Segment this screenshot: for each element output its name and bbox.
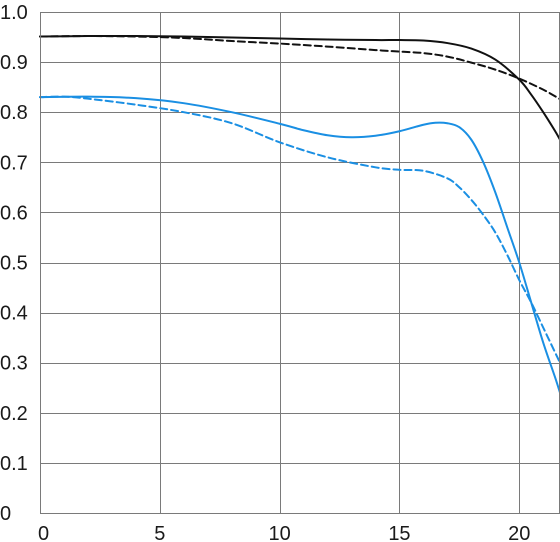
x-tick-label: 5 [154, 523, 165, 542]
y-axis-tick-labels: 0 0.1 0.2 0.3 0.4 0.5 0.6 0.7 0.8 0.9 1.0 [0, 2, 28, 525]
series-layer [39, 34, 560, 394]
y-tick-label: 0.1 [0, 453, 28, 475]
x-axis-tick-labels: 0 5 10 15 20 [38, 523, 530, 542]
y-tick-label: 0.2 [0, 403, 28, 425]
y-tick-label: 0.8 [0, 102, 28, 124]
black-dashed-series-line [39, 35, 560, 101]
y-tick-label: 1.0 [0, 2, 28, 24]
y-tick-label: 0.6 [0, 202, 28, 224]
y-tick-label: 0.3 [0, 353, 28, 375]
x-tick-label: 10 [269, 523, 291, 542]
y-tick-label: 0 [0, 503, 11, 525]
y-tick-label: 0.4 [0, 303, 28, 325]
blue-dashed-series-line [39, 95, 560, 364]
x-tick-label: 15 [388, 523, 410, 542]
y-tick-label: 0.9 [0, 52, 28, 74]
x-tick-label: 0 [38, 523, 49, 542]
y-tick-label: 0.5 [0, 253, 28, 275]
y-tick-label: 0.7 [0, 152, 28, 174]
x-tick-label: 20 [508, 523, 530, 542]
blue-solid-series-line [39, 95, 560, 394]
grid-layer [40, 12, 560, 514]
black-solid-series-line [39, 34, 560, 141]
